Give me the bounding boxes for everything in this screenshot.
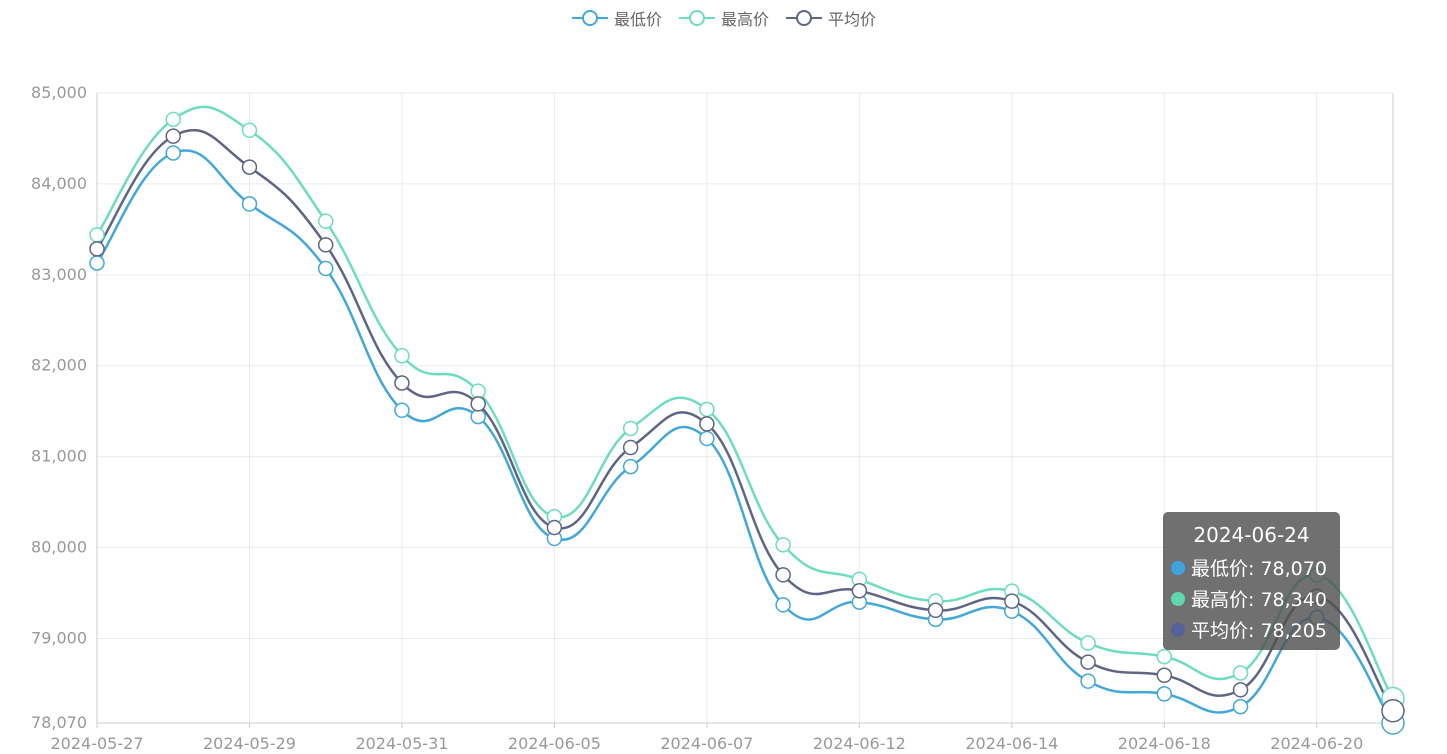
data-point-average[interactable] xyxy=(394,375,410,391)
data-point-high[interactable] xyxy=(394,347,410,364)
data-point-low[interactable] xyxy=(394,402,410,419)
data-point-high[interactable] xyxy=(775,537,791,553)
data-point-average[interactable] xyxy=(546,519,563,536)
data-point-low[interactable] xyxy=(470,408,486,425)
legend-label-low: 最低价 xyxy=(613,10,662,29)
data-point-low[interactable] xyxy=(165,145,181,161)
data-point-low[interactable] xyxy=(622,458,639,475)
x-tick-label: 2024-05-29 xyxy=(203,734,296,753)
x-tick-label: 2024-06-05 xyxy=(508,734,601,753)
data-point-average[interactable] xyxy=(241,159,258,175)
data-point-average[interactable] xyxy=(470,396,486,412)
data-point-high[interactable] xyxy=(241,122,258,139)
data-point-average[interactable] xyxy=(927,602,944,619)
tooltip-row-low: 最低价: 78,070 xyxy=(1171,552,1332,583)
tooltip-value-low: 最低价: 78,070 xyxy=(1191,558,1327,580)
data-point-high[interactable] xyxy=(165,111,181,128)
data-point-low[interactable] xyxy=(1156,686,1173,702)
tooltip-dot-low xyxy=(1171,560,1185,575)
y-tick-label: 83,000 xyxy=(31,265,87,284)
legend-item-average[interactable]: 平均价 xyxy=(785,6,876,30)
tick-labels: 85,000 84,000 83,000 82,000 81,000 80,000 79,0… xyxy=(31,83,1363,753)
tooltip-row-high: 最高价: 78,340 xyxy=(1171,583,1332,614)
tooltip-dot-high xyxy=(1171,591,1185,606)
data-point-high[interactable] xyxy=(699,401,715,418)
data-point-low[interactable] xyxy=(699,430,715,447)
data-point-high[interactable] xyxy=(89,227,105,243)
legend-line-marker-icon xyxy=(678,10,715,26)
data-point-average[interactable] xyxy=(165,128,181,144)
data-point-high[interactable] xyxy=(622,420,639,437)
y-tick-label: 85,000 xyxy=(31,83,87,102)
data-point-high[interactable] xyxy=(1232,665,1249,681)
legend-label-high: 最高价 xyxy=(720,10,769,29)
legend-item-low[interactable]: 最低价 xyxy=(571,6,662,30)
tooltip-date: 2024-06-24 xyxy=(1193,523,1310,547)
data-point-low[interactable] xyxy=(89,255,105,271)
series-points[interactable] xyxy=(89,111,1405,735)
data-point-average[interactable] xyxy=(1004,593,1020,609)
data-point-high[interactable] xyxy=(317,213,334,229)
tooltip-dot-average xyxy=(1171,622,1185,637)
y-tick-label: 81,000 xyxy=(31,447,87,466)
legend-item-high[interactable]: 最高价 xyxy=(678,6,769,30)
x-tick-label: 2024-05-31 xyxy=(355,734,448,753)
axes xyxy=(96,93,1394,728)
data-point-average[interactable] xyxy=(89,241,105,257)
data-point-high[interactable] xyxy=(470,383,486,399)
data-point-low[interactable] xyxy=(1232,698,1249,715)
data-point-average[interactable] xyxy=(1156,667,1173,684)
legend-line-marker-icon xyxy=(786,10,822,26)
data-point-average[interactable] xyxy=(1381,698,1405,723)
x-tick-label: 2024-06-14 xyxy=(965,734,1058,753)
x-tick-label: 2024-06-07 xyxy=(660,734,753,753)
data-point-average[interactable] xyxy=(1080,654,1096,670)
tooltip-row-average: 平均价: 78,205 xyxy=(1171,614,1332,645)
tooltip: 2024-06-24 最低价: 78,070 最高价: 78,340 平均价: … xyxy=(1163,512,1340,650)
y-tick-label: 82,000 xyxy=(31,356,87,375)
data-point-low[interactable] xyxy=(1080,673,1096,689)
y-tick-label: 80,000 xyxy=(31,538,87,557)
data-point-low[interactable] xyxy=(241,196,258,212)
data-point-high[interactable] xyxy=(1156,648,1173,665)
data-point-low[interactable] xyxy=(317,260,334,277)
data-point-average[interactable] xyxy=(317,237,334,253)
x-tick-label: 2024-05-27 xyxy=(51,734,144,753)
y-tick-label: 84,000 xyxy=(31,174,87,193)
data-point-high[interactable] xyxy=(1080,635,1096,651)
x-tick-label: 2024-06-20 xyxy=(1270,734,1363,753)
y-tick-label: 79,000 xyxy=(31,628,87,647)
data-point-average[interactable] xyxy=(622,439,639,456)
y-tick-label: 78,070 xyxy=(31,713,87,732)
tooltip-value-high: 最高价: 78,340 xyxy=(1191,589,1327,611)
legend-label-average: 平均价 xyxy=(828,10,877,29)
data-point-average[interactable] xyxy=(775,567,791,583)
data-point-low[interactable] xyxy=(775,597,791,613)
data-point-average[interactable] xyxy=(851,582,868,599)
x-tick-label: 2024-06-12 xyxy=(813,734,906,753)
x-tick-label: 2024-06-18 xyxy=(1118,734,1211,753)
tooltip-value-average: 平均价: 78,205 xyxy=(1191,620,1327,642)
data-point-average[interactable] xyxy=(699,416,715,432)
data-point-average[interactable] xyxy=(1232,682,1249,698)
legend-line-marker-icon xyxy=(571,10,608,26)
legend: 最低价 最高价 平均价 xyxy=(0,5,1447,31)
